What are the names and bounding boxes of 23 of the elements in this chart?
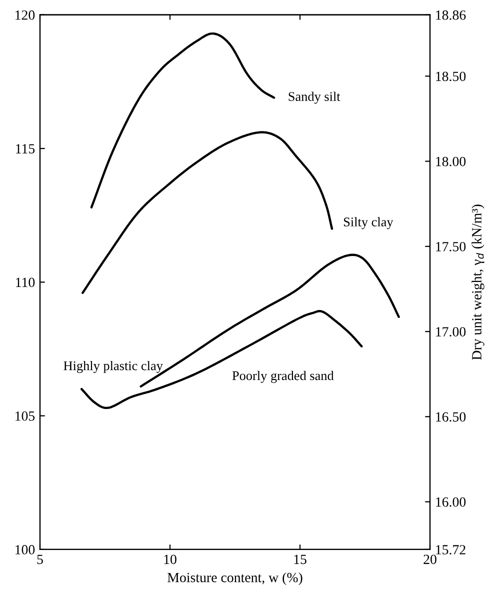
y-tick-label: 120 xyxy=(16,10,35,20)
y2-tick-label: 17.50 xyxy=(436,242,466,252)
y2-tick-label: 16.00 xyxy=(436,497,466,507)
y2-axis-title: Dry unit weight, γ$_{d}$ (kN/m³) xyxy=(472,204,484,360)
y2-tick-label: 18.00 xyxy=(436,156,466,166)
series-label: Silty clay xyxy=(344,217,394,230)
y2-tick-label: 17.00 xyxy=(436,327,466,337)
y2-tick-label: 15.72 xyxy=(436,545,466,554)
x-tick-label: 5 xyxy=(37,554,43,564)
y2-tick-label: 18.50 xyxy=(436,72,466,82)
y-tick-label: 100 xyxy=(16,545,35,554)
y-tick-label: 115 xyxy=(16,144,35,154)
x-tick-label: 10 xyxy=(164,554,176,564)
y-tick-label: 110 xyxy=(16,278,35,288)
series-label: Highly plastic clay xyxy=(64,360,163,373)
series-label: Poorly graded sand xyxy=(232,370,334,383)
y-tick-label: 105 xyxy=(16,411,35,421)
x-tick-label: 20 xyxy=(424,554,436,564)
series-label: Sandy silt xyxy=(288,92,340,104)
x-axis-title: Moisture content, w (%) xyxy=(168,572,302,586)
y2-tick-label: 18.86 xyxy=(436,10,466,20)
y2-tick-label: 16.50 xyxy=(436,412,466,422)
x-tick-label: 15 xyxy=(294,554,306,564)
